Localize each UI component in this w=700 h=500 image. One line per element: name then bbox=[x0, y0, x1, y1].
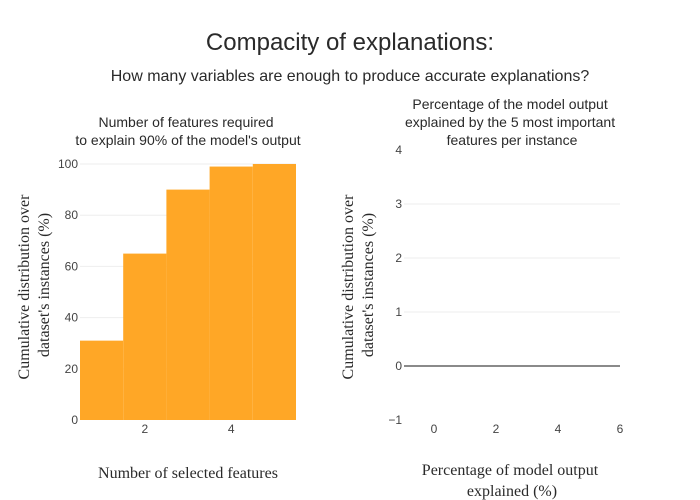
bar bbox=[252, 164, 296, 420]
left-y-tick-label: 0 bbox=[71, 413, 78, 427]
page-title: Compacity of explanations: bbox=[206, 29, 494, 56]
right-y-tick-label: 0 bbox=[395, 359, 402, 373]
right-y-axis-label-line-2: dataset's instances (%) bbox=[360, 213, 377, 357]
right-y-tick-label: 3 bbox=[395, 197, 402, 211]
bar bbox=[209, 166, 253, 420]
bar bbox=[123, 253, 167, 420]
right-y-tick-label: −1 bbox=[388, 413, 402, 427]
left-y-tick-label: 80 bbox=[65, 208, 79, 222]
left-bars bbox=[80, 164, 296, 420]
bar bbox=[80, 340, 124, 420]
left-x-axis-label: Number of selected features bbox=[98, 465, 278, 482]
left-chart-panel: Number of features required to explain 9… bbox=[16, 114, 301, 482]
right-chart-title-line-1: Percentage of the model output bbox=[412, 96, 607, 112]
left-y-axis-label: Cumulative distribution over dataset's i… bbox=[16, 191, 53, 380]
left-y-axis-label-line-1: Cumulative distribution over bbox=[16, 194, 33, 380]
left-x-tick-label: 2 bbox=[141, 422, 148, 436]
right-chart-title: Percentage of the model output explained… bbox=[405, 96, 619, 148]
right-y-axis-label-line-1: Cumulative distribution over bbox=[340, 194, 357, 380]
left-y-tick-label: 100 bbox=[58, 157, 78, 171]
right-y-tick-label: 2 bbox=[395, 251, 402, 265]
left-y-tick-labels: 0 20 40 60 80 100 bbox=[58, 157, 78, 427]
right-x-axis-label: Percentage of model output explained (%) bbox=[422, 462, 602, 500]
right-x-axis-label-line-2: explained (%) bbox=[467, 483, 557, 500]
right-y-tick-label: 1 bbox=[395, 305, 402, 319]
right-x-tick-labels: 0 2 4 6 bbox=[431, 422, 624, 436]
right-x-axis-label-line-1: Percentage of model output bbox=[422, 462, 599, 479]
right-y-tick-labels: −1 0 1 2 3 4 bbox=[388, 143, 402, 427]
left-chart-title: Number of features required to explain 9… bbox=[75, 114, 300, 148]
right-x-tick-label: 0 bbox=[431, 422, 438, 436]
right-chart-title-line-2: explained by the 5 most important bbox=[405, 114, 615, 130]
left-chart-title-line-1: Number of features required bbox=[99, 114, 274, 130]
right-x-tick-label: 2 bbox=[493, 422, 500, 436]
left-chart-title-line-2: to explain 90% of the model's output bbox=[75, 132, 300, 148]
right-y-tick-label: 4 bbox=[395, 143, 402, 157]
right-y-axis-label: Cumulative distribution over dataset's i… bbox=[340, 191, 377, 380]
left-y-tick-label: 60 bbox=[65, 259, 79, 273]
bar bbox=[166, 189, 210, 420]
right-gridlines bbox=[404, 203, 620, 367]
right-chart-panel: Percentage of the model output explained… bbox=[340, 96, 624, 500]
left-x-tick-label: 4 bbox=[228, 422, 235, 436]
right-x-tick-label: 4 bbox=[555, 422, 562, 436]
right-x-tick-label: 6 bbox=[617, 422, 624, 436]
left-y-tick-label: 20 bbox=[65, 362, 79, 376]
right-chart-title-line-3: features per instance bbox=[447, 132, 578, 148]
page-subtitle: How many variables are enough to produce… bbox=[111, 68, 590, 85]
left-y-tick-label: 40 bbox=[65, 311, 79, 325]
left-y-axis-label-line-2: dataset's instances (%) bbox=[36, 213, 53, 357]
